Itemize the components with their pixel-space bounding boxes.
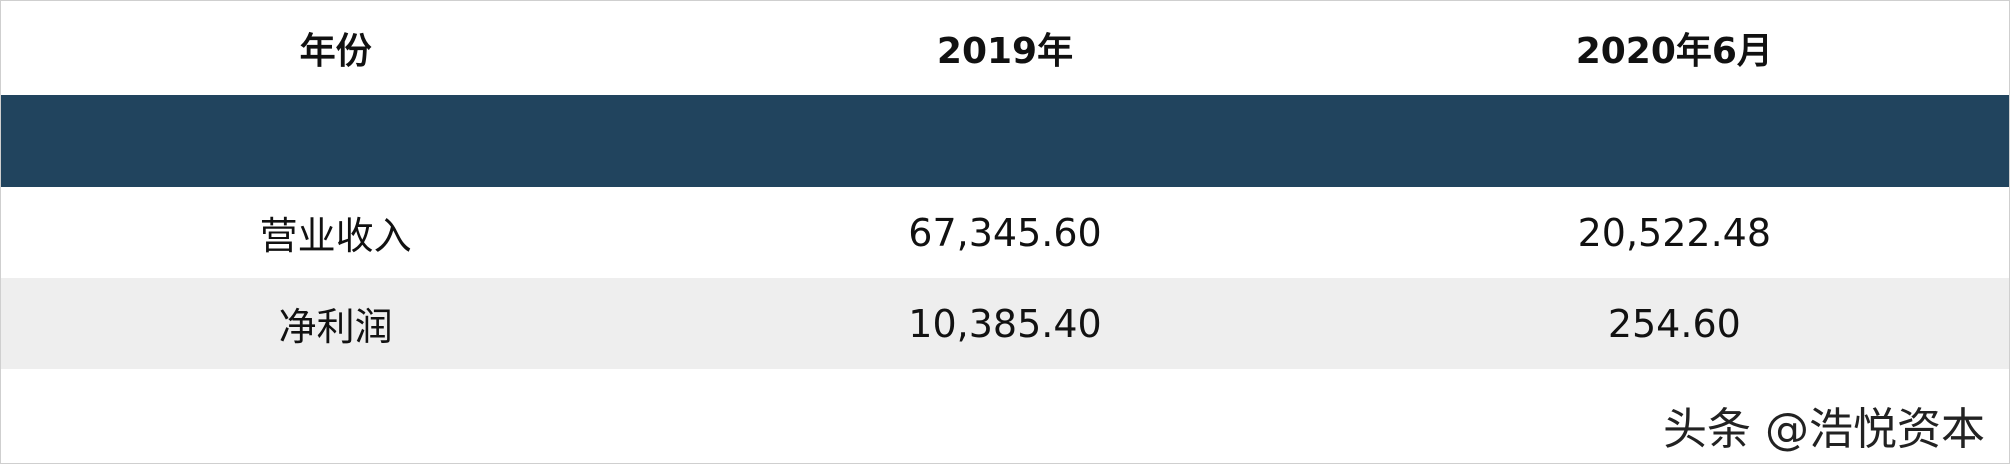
row-label: 净利润 bbox=[278, 305, 393, 349]
header-band bbox=[1, 95, 2009, 187]
table-row: 营业收入 67,345.60 20,522.48 bbox=[1, 187, 2009, 278]
row-label: 营业收入 bbox=[259, 214, 412, 258]
header-cell: 2020年6月 bbox=[1575, 31, 1773, 72]
cell: 10,385.40 bbox=[908, 301, 1102, 346]
header-cell: 2019年 bbox=[936, 31, 1074, 72]
header-row: 年份 2019年 2020年6月 bbox=[1, 1, 2009, 95]
cell: 67,345.60 bbox=[908, 210, 1102, 255]
cell: 20,522.48 bbox=[1577, 210, 1772, 255]
header-cell: 年份 bbox=[299, 31, 372, 72]
cell: 254.60 bbox=[1607, 301, 1741, 346]
watermark: 头条 @浩悦资本 bbox=[1663, 404, 1985, 455]
table-row: 净利润 10,385.40 254.60 bbox=[1, 278, 2009, 369]
